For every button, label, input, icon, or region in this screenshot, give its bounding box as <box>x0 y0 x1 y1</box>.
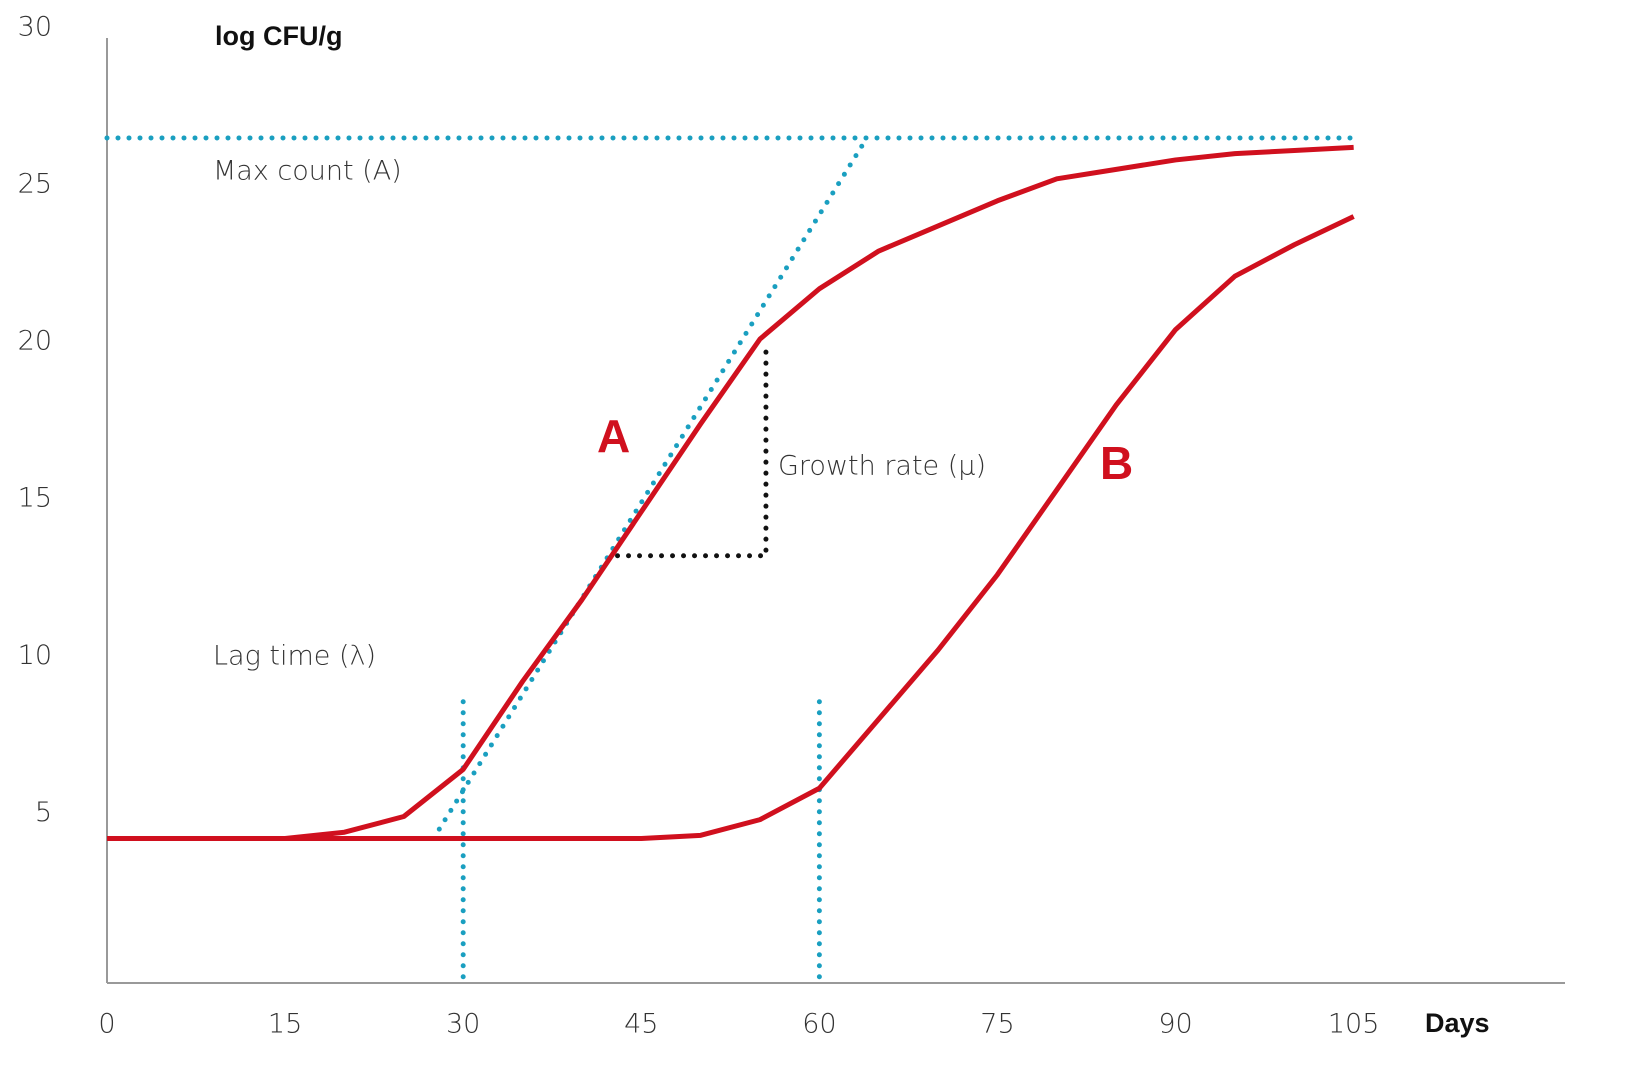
x-tick-label: 105 <box>1328 1009 1380 1040</box>
series-line <box>107 144 1354 841</box>
guide-line <box>431 135 870 841</box>
y-tick-label: 30 <box>18 12 52 43</box>
annotation: Max count (A) <box>213 156 402 187</box>
x-tick-label: 45 <box>624 1009 658 1040</box>
guide-line <box>615 339 769 559</box>
x-tick-label: 75 <box>980 1009 1014 1040</box>
y-tick-label: 10 <box>18 640 52 671</box>
x-tick-label: 90 <box>1158 1009 1192 1040</box>
y-axis-label: log CFU/g <box>215 21 342 51</box>
series-label: A <box>597 410 630 462</box>
x-tick-label: 30 <box>446 1009 480 1040</box>
x-tick-label: 60 <box>802 1009 836 1040</box>
y-tick-label: 5 <box>35 797 52 828</box>
annotation: Growth rate (μ) <box>778 451 986 482</box>
y-tick-label: 20 <box>18 326 52 357</box>
annotation: Lag time (λ) <box>213 641 376 672</box>
series-label: B <box>1100 437 1133 489</box>
y-tick-label: 25 <box>18 169 52 200</box>
x-tick-label: 15 <box>268 1009 302 1040</box>
x-tick-label: 0 <box>98 1009 115 1040</box>
series-line <box>107 214 1355 841</box>
y-tick-label: 15 <box>18 483 52 514</box>
x-axis-label: Days <box>1425 1008 1490 1038</box>
